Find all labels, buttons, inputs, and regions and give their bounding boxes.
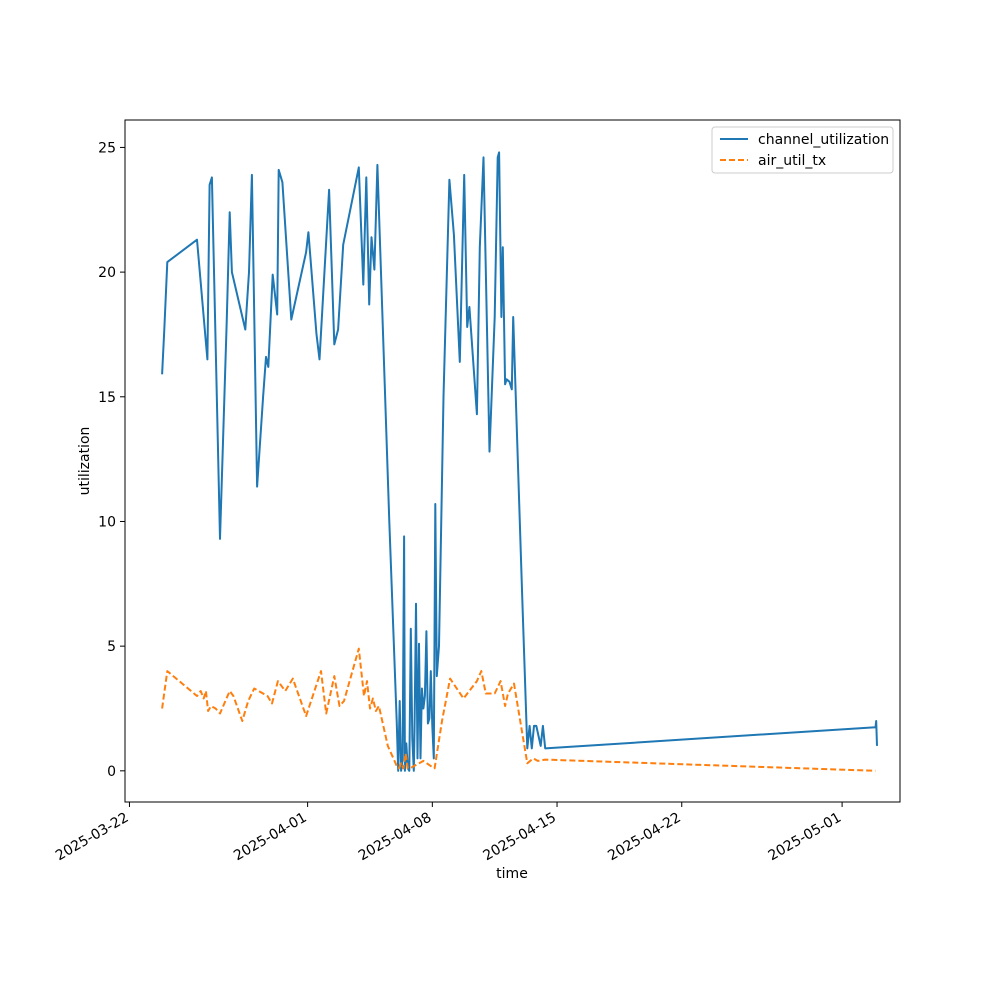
legend-frame <box>711 126 894 174</box>
y-axis: 0 5 10 15 20 25 <box>98 140 125 780</box>
x-tick-label: 2025-04-01 <box>231 810 309 865</box>
y-tick-label: 10 <box>98 514 116 530</box>
series-layer <box>161 151 878 772</box>
plot-frame <box>124 119 901 803</box>
x-axis-title: time <box>496 866 528 882</box>
x-tick-label: 2025-04-15 <box>481 810 559 865</box>
legend: channel_utilization air_util_tx <box>711 126 894 174</box>
y-tick-label: 5 <box>107 639 116 655</box>
series-line-air-util-tx <box>161 647 876 772</box>
x-tick-label: 2025-03-22 <box>53 810 131 865</box>
x-axis: 2025-03-22 2025-04-01 2025-04-08 2025-04-15… <box>53 802 844 864</box>
y-tick-label: 20 <box>98 265 116 281</box>
y-tick-label: 0 <box>107 764 116 780</box>
y-tick-label: 25 <box>98 140 116 156</box>
y-tick-label: 15 <box>98 390 116 406</box>
x-tick-label: 2025-04-08 <box>356 810 434 865</box>
x-tick-label: 2025-05-01 <box>766 810 844 865</box>
legend-label-channel-utilization: channel_utilization <box>758 132 889 148</box>
series-line-channel-utilization <box>161 151 878 772</box>
legend-label-air-util-tx: air_util_tx <box>758 153 826 169</box>
plot-area <box>125 120 900 802</box>
x-tick-label: 2025-04-22 <box>605 810 683 865</box>
y-axis-title: utilization <box>77 427 93 496</box>
